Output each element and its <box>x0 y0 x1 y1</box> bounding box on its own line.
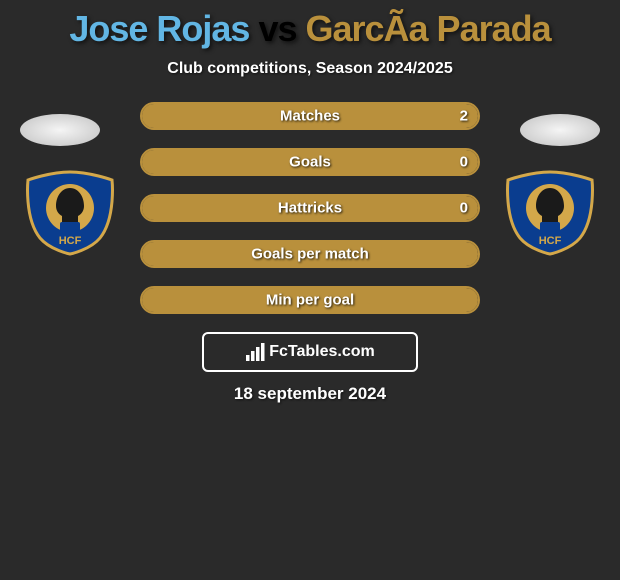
player2-avatar-placeholder <box>520 114 600 146</box>
stat-row: Min per goal <box>140 286 480 314</box>
player1-club-badge: HCF <box>20 170 120 256</box>
date-text: 18 september 2024 <box>0 384 620 404</box>
subtitle: Club competitions, Season 2024/2025 <box>0 60 620 78</box>
stat-rows: Matches 2 Goals 0 Hattricks 0 Goals per match M… <box>140 102 480 314</box>
stat-value-player2: 0 <box>460 154 468 171</box>
stat-label: Goals per match <box>251 246 369 263</box>
stat-value-player2: 0 <box>460 200 468 217</box>
stat-label: Hattricks <box>278 200 342 217</box>
stat-label: Min per goal <box>266 292 354 309</box>
vs-separator: vs <box>249 8 305 49</box>
stat-row: Goals per match <box>140 240 480 268</box>
page-title: Jose Rojas vs GarcÃ­a Parada <box>0 0 620 50</box>
player2-name: GarcÃ­a Parada <box>305 8 550 49</box>
player2-club-badge: HCF <box>500 170 600 256</box>
player1-avatar-placeholder <box>20 114 100 146</box>
svg-text:HCF: HCF <box>59 235 82 247</box>
player1-name: Jose Rojas <box>69 8 249 49</box>
chart-icon <box>245 343 265 361</box>
stat-row: Goals 0 <box>140 148 480 176</box>
stat-value-player2: 2 <box>460 108 468 125</box>
stat-label: Goals <box>289 154 331 171</box>
watermark-text: FcTables.com <box>269 343 375 361</box>
stat-row: Hattricks 0 <box>140 194 480 222</box>
stat-row: Matches 2 <box>140 102 480 130</box>
stat-label: Matches <box>280 108 340 125</box>
comparison-panel: HCF HCF Matches 2 Goals 0 Hattricks 0 Goals pe… <box>0 102 620 404</box>
watermark: FcTables.com <box>202 332 418 372</box>
svg-text:HCF: HCF <box>539 235 562 247</box>
